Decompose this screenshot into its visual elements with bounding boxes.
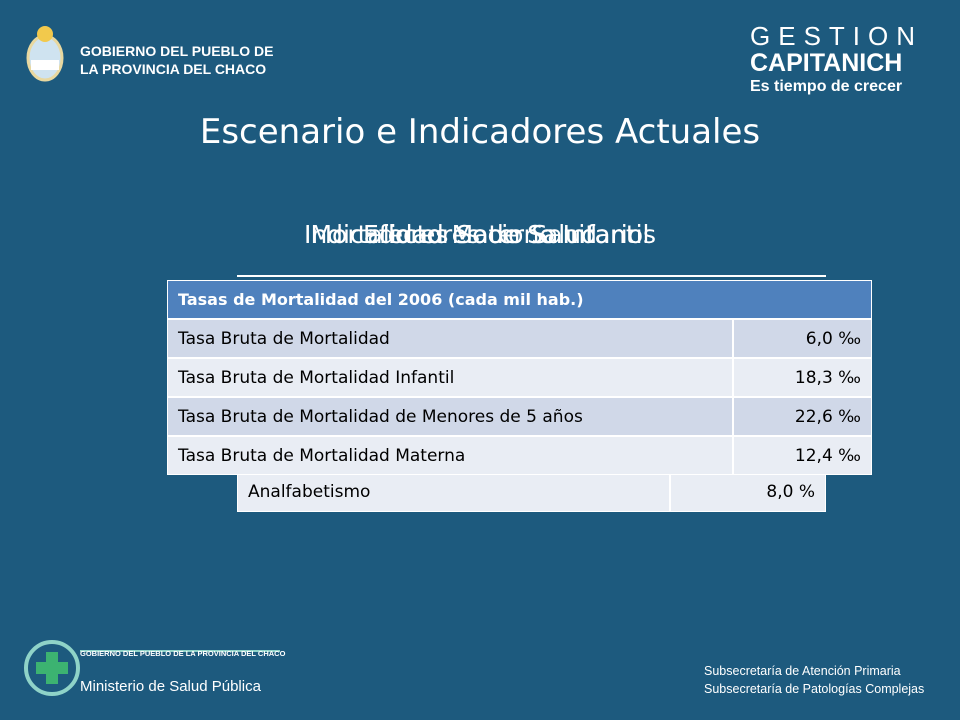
table-cell: 18,3 ‰	[733, 358, 872, 397]
table-cell: 6,0 ‰	[733, 319, 872, 358]
ministry-icon	[24, 640, 80, 696]
subtitle: Indicadores Socio Sanitarios	[303, 220, 657, 249]
gestion-logo: GESTION CAPITANICH Es tiempo de crecer	[750, 22, 935, 98]
table-cell: 22,6 ‰	[733, 397, 872, 436]
slogan: Es tiempo de crecer	[750, 78, 903, 95]
slide-title: Escenario e Indicadores Actuales	[199, 112, 761, 152]
table-cell: Tasa Bruta de Mortalidad de Menores de 5…	[167, 397, 733, 436]
gov-logo-text: GOBIERNO DEL PUEBLO DE LA PROVINCIA DEL …	[80, 42, 273, 78]
table-cell: 12,4 ‰	[733, 436, 872, 475]
subsecretaria: Subsecretaría de Atención Primaria	[704, 664, 901, 678]
subsecretarias: Subsecretaría de Atención Primaria Subse…	[704, 662, 924, 698]
table-header: Tasas de Mortalidad del 2006 (cada mil h…	[167, 280, 872, 319]
ministry-name: Ministerio de Salud Pública	[80, 678, 261, 695]
ministry-gov: GOBIERNO DEL PUEBLO DE LA PROVINCIA DEL …	[80, 649, 286, 658]
back-table-cell: 8,0 %	[670, 472, 826, 512]
back-table-cell: Analfabetismo	[237, 472, 670, 512]
gov-line: GOBIERNO DEL PUEBLO DE	[80, 43, 274, 59]
subtitle: Efectores de Salud	[363, 220, 597, 249]
table-cell: Tasa Bruta de Mortalidad Infantil	[167, 358, 733, 397]
table-cell: Tasa Bruta de Mortalidad Materna	[167, 436, 733, 475]
capitanich: CAPITANICH	[750, 49, 903, 77]
coat-of-arms	[26, 26, 64, 82]
ministry-rule	[80, 650, 280, 652]
subsecretaria: Subsecretaría de Patologías Complejas	[704, 682, 925, 696]
gov-line: LA PROVINCIA DEL CHACO	[80, 61, 267, 77]
gestion: GESTION	[750, 21, 924, 51]
table-cell: Tasa Bruta de Mortalidad	[167, 319, 733, 358]
subtitle: Mortalidad Materno Infantil	[310, 220, 650, 249]
back-table-edge	[237, 275, 826, 277]
